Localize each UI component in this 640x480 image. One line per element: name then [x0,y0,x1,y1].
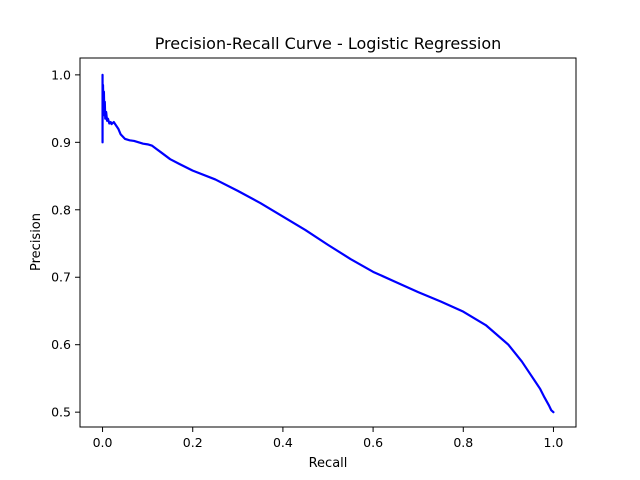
y-tick-label: 1.0 [51,67,71,82]
x-tick-label: 0.8 [453,435,473,450]
y-tick-label: 0.8 [51,202,71,217]
x-tick-label: 0.2 [183,435,203,450]
plot-area [79,57,577,428]
y-tick-label: 0.5 [51,405,71,420]
x-axis-ticks: 0.0 0.2 0.4 0.6 0.8 1.0 [93,427,564,450]
y-axis-ticks: 0.5 0.6 0.7 0.8 0.9 1.0 [51,67,80,420]
y-tick-label: 0.9 [51,135,71,150]
y-tick-label: 0.7 [51,270,71,285]
x-tick-label: 0.0 [93,435,113,450]
x-tick-label: 1.0 [544,435,564,450]
chart-title: Precision-Recall Curve - Logistic Regres… [155,34,502,53]
y-tick-label: 0.6 [51,337,71,352]
precision-recall-curve [101,73,555,414]
axes-frame [79,57,577,428]
x-tick-label: 0.6 [363,435,383,450]
x-axis-label: Recall [309,456,348,471]
x-tick-label: 0.4 [273,435,293,450]
y-axis-label: Precision [29,213,44,271]
